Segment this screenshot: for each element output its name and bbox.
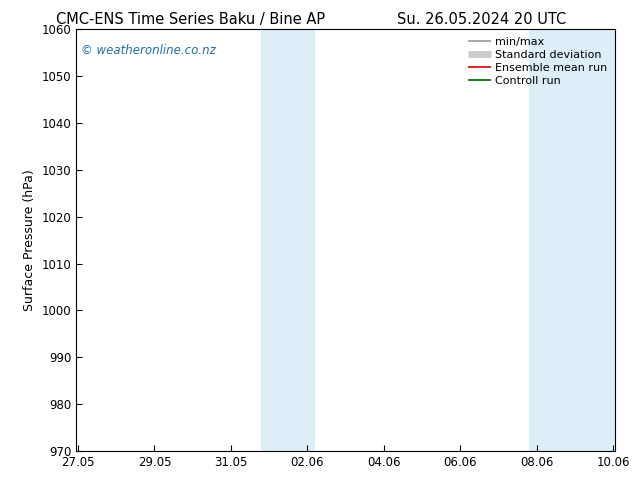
Text: CMC-ENS Time Series Baku / Bine AP: CMC-ENS Time Series Baku / Bine AP (56, 12, 325, 27)
Bar (261, 29, 315, 451)
Text: © weatheronline.co.nz: © weatheronline.co.nz (81, 44, 216, 57)
Bar (529, 29, 615, 451)
Y-axis label: Surface Pressure (hPa): Surface Pressure (hPa) (23, 169, 36, 311)
Legend: min/max, Standard deviation, Ensemble mean run, Controll run: min/max, Standard deviation, Ensemble me… (466, 35, 609, 88)
Text: Su. 26.05.2024 20 UTC: Su. 26.05.2024 20 UTC (398, 12, 566, 27)
